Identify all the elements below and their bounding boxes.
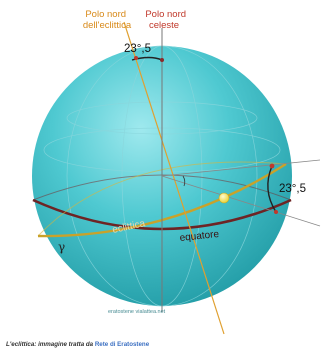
gamma-point-label: γ [58,240,65,254]
caption-link[interactable]: Rete di Eratostene [94,341,150,348]
caption-text: L'eclittica: immagine tratta da [6,341,94,348]
ecliptic-pole-label: Polo nord dell'eclittica [83,9,132,31]
angle-top-label: 23°,5 [124,43,151,55]
angle-right-label: 23°,5 [279,183,306,195]
solstice-point [269,163,275,169]
right-angle-arc [267,165,277,213]
sun-icon [218,192,230,204]
equator-label: equatore [179,229,220,244]
ecliptic-pole-axis [123,21,225,335]
ecliptic-pole-point [134,56,138,60]
node-point [274,210,278,214]
watermark: eratostene vialattea.net [108,309,166,315]
ecliptic-circle [37,162,287,238]
center-angle-arc [182,175,186,187]
ecliptic-plane-line [161,175,321,227]
celestial-pole-point [160,58,164,62]
celestial-pole-label: Polo nord celeste [145,9,188,31]
equator-plane-line [161,159,321,177]
caption: L'eclittica: immagine tratta da Rete di … [6,341,149,348]
ecliptic-circle-back [37,161,287,237]
